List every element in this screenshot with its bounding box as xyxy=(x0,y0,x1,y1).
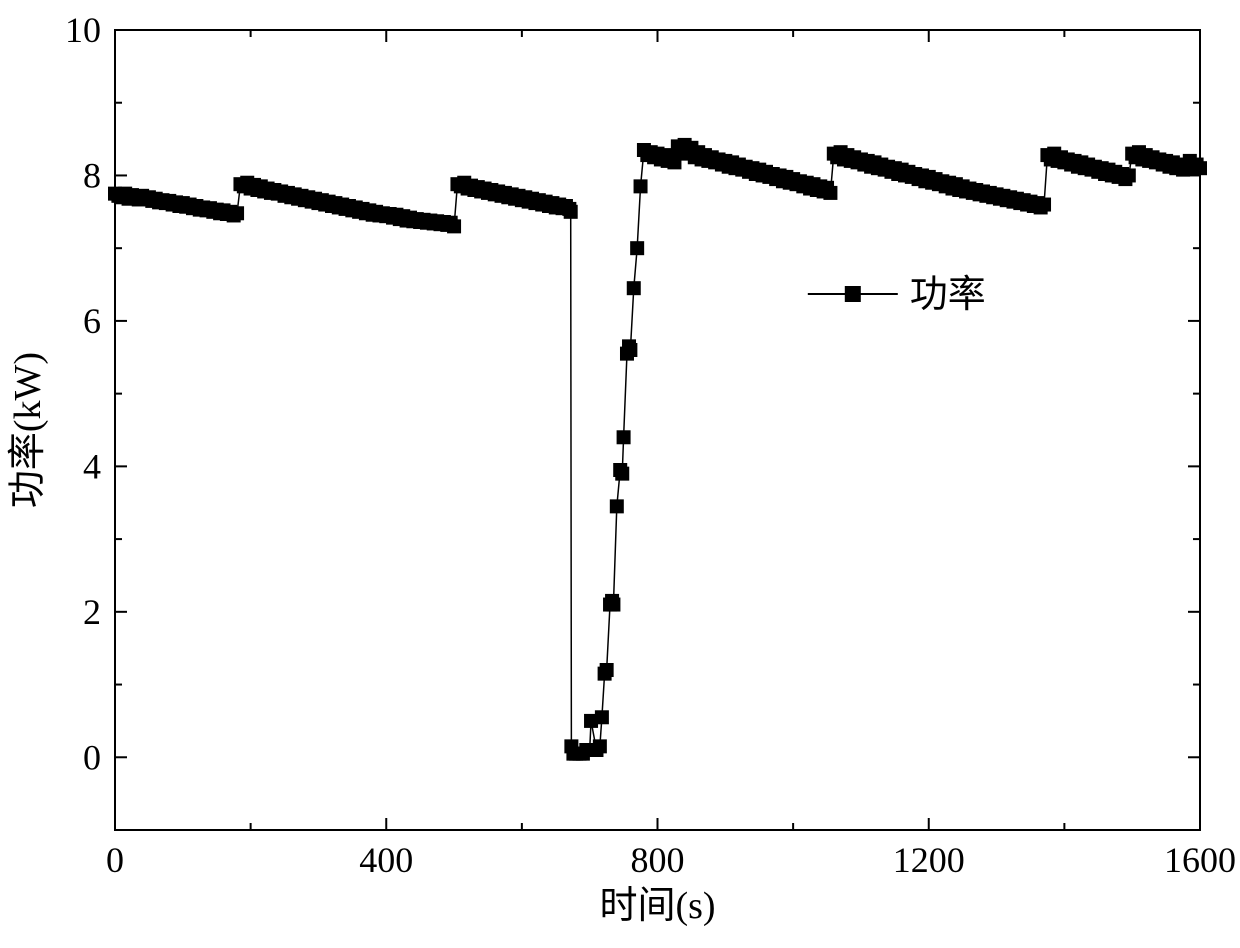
series-marker xyxy=(667,155,681,169)
y-tick-label: 4 xyxy=(83,446,101,486)
y-tick-label: 10 xyxy=(65,10,101,50)
series-marker xyxy=(230,206,244,220)
x-axis-label: 时间(s) xyxy=(599,885,715,927)
series-marker xyxy=(615,467,629,481)
series-marker xyxy=(617,430,631,444)
series-marker xyxy=(595,710,609,724)
series-marker xyxy=(1122,168,1136,182)
legend-label: 功率 xyxy=(910,274,986,316)
y-tick-label: 2 xyxy=(83,592,101,632)
x-tick-label: 800 xyxy=(631,840,685,880)
x-tick-label: 400 xyxy=(359,840,413,880)
y-tick-label: 6 xyxy=(83,301,101,341)
series-marker xyxy=(610,499,624,513)
chart-container: 0 400 800 1200 1600 0 2 4 6 8 10 时间(s) 功率(kW) 功率 xyxy=(0,0,1240,948)
series-marker xyxy=(627,281,641,295)
series-marker xyxy=(564,205,578,219)
series-marker xyxy=(606,598,620,612)
y-tick-label: 0 xyxy=(83,737,101,777)
series-marker xyxy=(1037,198,1051,212)
x-tick-label: 1200 xyxy=(893,840,965,880)
series-marker xyxy=(823,186,837,200)
series-marker xyxy=(630,241,644,255)
legend-marker-icon xyxy=(845,286,861,302)
x-tick-label: 1600 xyxy=(1164,840,1236,880)
x-tick-label: 0 xyxy=(106,840,124,880)
power-time-chart: 0 400 800 1200 1600 0 2 4 6 8 10 时间(s) 功率(kW) 功率 xyxy=(0,0,1240,948)
series-marker xyxy=(1193,161,1207,175)
series-marker xyxy=(600,663,614,677)
y-tick-label: 8 xyxy=(83,155,101,195)
series-marker xyxy=(623,343,637,357)
series-marker xyxy=(593,739,607,753)
series-marker xyxy=(447,219,461,233)
y-axis-label: 功率(kW) xyxy=(7,352,49,508)
series-marker xyxy=(634,179,648,193)
